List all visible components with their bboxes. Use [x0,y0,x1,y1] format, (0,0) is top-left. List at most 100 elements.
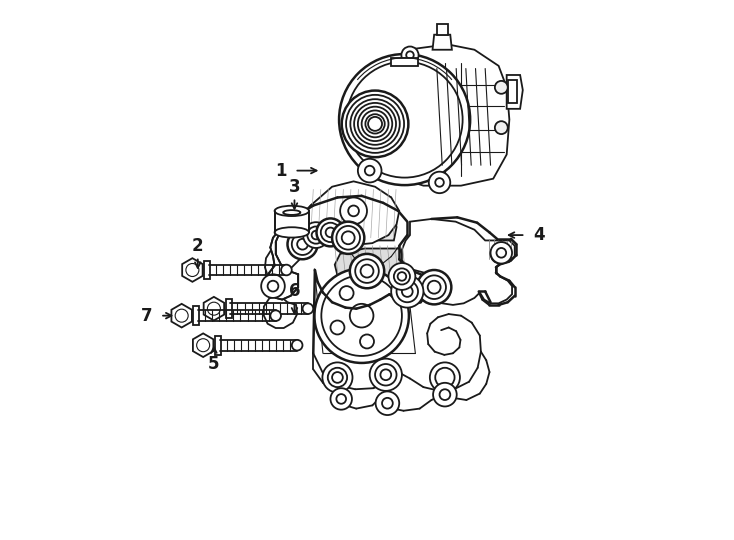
Circle shape [368,117,382,131]
Circle shape [281,265,291,275]
Circle shape [370,359,402,391]
Text: 7: 7 [141,307,153,325]
Polygon shape [391,58,418,66]
Polygon shape [266,219,298,300]
Ellipse shape [283,210,300,215]
Circle shape [490,242,512,264]
Circle shape [328,368,347,387]
Circle shape [358,107,392,141]
Circle shape [417,270,451,305]
Circle shape [326,227,335,237]
Circle shape [428,281,440,294]
Circle shape [422,275,446,299]
Polygon shape [437,24,448,35]
Circle shape [322,362,352,393]
Circle shape [348,206,359,217]
Circle shape [303,222,329,248]
Polygon shape [305,190,396,240]
Circle shape [433,383,457,407]
Circle shape [396,281,418,302]
Circle shape [316,218,344,246]
Polygon shape [506,75,523,109]
Circle shape [430,362,460,393]
Circle shape [429,172,450,193]
Polygon shape [508,80,517,104]
Circle shape [495,121,508,134]
Circle shape [332,372,343,383]
Ellipse shape [275,206,309,216]
Circle shape [321,275,402,356]
Circle shape [261,274,285,298]
Circle shape [402,286,413,297]
Polygon shape [203,297,224,321]
Circle shape [391,275,424,308]
Polygon shape [172,304,192,327]
Circle shape [340,286,354,300]
Circle shape [346,95,404,153]
Circle shape [208,302,220,315]
Polygon shape [264,214,302,328]
Circle shape [340,198,367,224]
Circle shape [342,91,408,157]
Polygon shape [402,219,515,305]
Circle shape [440,389,450,400]
Circle shape [288,229,318,259]
Polygon shape [215,336,221,355]
Circle shape [365,166,374,176]
Polygon shape [193,333,214,357]
Circle shape [394,268,410,285]
Polygon shape [182,258,203,282]
Circle shape [398,272,406,281]
Circle shape [380,369,391,380]
Circle shape [406,51,414,59]
Circle shape [330,321,344,334]
Circle shape [362,111,388,137]
Text: 6: 6 [288,282,300,300]
Circle shape [314,268,409,363]
Circle shape [360,334,374,348]
Circle shape [292,233,313,255]
Circle shape [339,54,470,185]
Circle shape [401,46,418,64]
Polygon shape [335,248,407,297]
Text: 3: 3 [288,178,300,195]
Text: 2: 2 [192,237,203,255]
Circle shape [388,263,415,290]
Circle shape [321,222,340,242]
Circle shape [435,178,444,187]
Circle shape [350,254,384,288]
Circle shape [330,388,352,410]
Polygon shape [432,35,452,50]
Ellipse shape [275,227,309,238]
Circle shape [292,340,302,350]
Polygon shape [204,260,210,280]
Polygon shape [302,181,399,246]
Circle shape [297,239,308,249]
Circle shape [496,249,504,258]
Circle shape [375,364,396,386]
Circle shape [312,231,320,239]
Circle shape [197,339,210,352]
Circle shape [350,304,374,327]
Circle shape [490,244,510,264]
Polygon shape [194,306,200,325]
Circle shape [358,159,382,183]
Circle shape [376,392,399,415]
Polygon shape [402,44,509,186]
Text: 1: 1 [275,161,287,180]
Circle shape [342,231,355,244]
Polygon shape [226,299,232,318]
Circle shape [268,281,278,292]
Circle shape [435,368,454,387]
Circle shape [270,310,281,321]
Circle shape [360,265,374,278]
Circle shape [350,99,400,148]
Circle shape [346,62,462,178]
Circle shape [496,248,506,258]
Text: 4: 4 [533,226,545,244]
Circle shape [366,114,385,133]
Text: 5: 5 [208,355,219,373]
Circle shape [175,309,188,322]
Circle shape [495,81,508,94]
Circle shape [186,264,199,276]
